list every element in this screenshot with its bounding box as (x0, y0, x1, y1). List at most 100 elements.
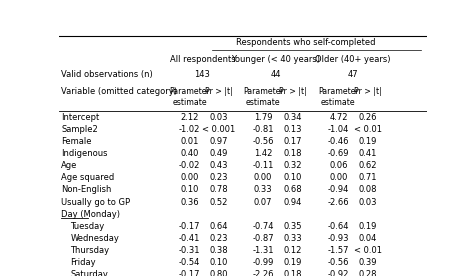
Text: Older (40+ years): Older (40+ years) (315, 55, 391, 64)
Text: 0.97: 0.97 (210, 137, 228, 146)
Text: Non-English: Non-English (61, 185, 111, 195)
Text: 0.12: 0.12 (283, 246, 302, 255)
Text: -1.57: -1.57 (328, 246, 349, 255)
Text: Thursday: Thursday (70, 246, 109, 255)
Text: -0.54: -0.54 (179, 258, 201, 267)
Text: -0.31: -0.31 (179, 246, 201, 255)
Text: 0.13: 0.13 (283, 125, 302, 134)
Text: 0.28: 0.28 (358, 270, 377, 276)
Text: 0.43: 0.43 (210, 161, 228, 170)
Text: Pr > |t|: Pr > |t| (205, 87, 233, 96)
Text: 0.00: 0.00 (181, 173, 199, 182)
Text: Indigenous: Indigenous (61, 149, 108, 158)
Text: 0.33: 0.33 (283, 234, 302, 243)
Text: 0.62: 0.62 (358, 161, 377, 170)
Text: 0.33: 0.33 (254, 185, 273, 195)
Text: 0.17: 0.17 (283, 137, 302, 146)
Text: -0.69: -0.69 (328, 149, 349, 158)
Text: 0.06: 0.06 (329, 161, 348, 170)
Text: 0.10: 0.10 (210, 258, 228, 267)
Text: -0.74: -0.74 (252, 222, 274, 231)
Text: -0.41: -0.41 (179, 234, 201, 243)
Text: All respondents: All respondents (170, 55, 235, 64)
Text: 0.03: 0.03 (210, 113, 228, 122)
Text: 4.72: 4.72 (329, 113, 348, 122)
Text: Variable (omitted category): Variable (omitted category) (61, 87, 177, 96)
Text: -0.81: -0.81 (252, 125, 274, 134)
Text: 0.18: 0.18 (283, 149, 302, 158)
Text: Parameter
estimate: Parameter estimate (318, 87, 359, 107)
Text: Valid observations (n): Valid observations (n) (61, 70, 153, 79)
Text: 0.19: 0.19 (359, 222, 377, 231)
Text: 1.79: 1.79 (254, 113, 273, 122)
Text: Respondents who self-completed: Respondents who self-completed (236, 38, 375, 47)
Text: -0.17: -0.17 (179, 222, 201, 231)
Text: 0.39: 0.39 (358, 258, 377, 267)
Text: -0.56: -0.56 (252, 137, 274, 146)
Text: Pr > |t|: Pr > |t| (279, 87, 306, 96)
Text: 0.00: 0.00 (329, 173, 347, 182)
Text: Saturday: Saturday (70, 270, 108, 276)
Text: -2.66: -2.66 (328, 198, 349, 207)
Text: 0.07: 0.07 (254, 198, 273, 207)
Text: -0.11: -0.11 (253, 161, 274, 170)
Text: 0.78: 0.78 (210, 185, 228, 195)
Text: 0.03: 0.03 (358, 198, 377, 207)
Text: 0.68: 0.68 (283, 185, 302, 195)
Text: Pr > |t|: Pr > |t| (354, 87, 382, 96)
Text: 0.64: 0.64 (210, 222, 228, 231)
Text: 0.26: 0.26 (358, 113, 377, 122)
Text: < 0.001: < 0.001 (202, 125, 236, 134)
Text: 0.32: 0.32 (283, 161, 302, 170)
Text: -2.26: -2.26 (252, 270, 274, 276)
Text: -0.17: -0.17 (179, 270, 201, 276)
Text: 0.01: 0.01 (181, 137, 199, 146)
Text: 0.41: 0.41 (359, 149, 377, 158)
Text: 0.00: 0.00 (254, 173, 273, 182)
Text: 0.71: 0.71 (358, 173, 377, 182)
Text: Wednesday: Wednesday (70, 234, 119, 243)
Text: < 0.01: < 0.01 (354, 125, 382, 134)
Text: -1.31: -1.31 (252, 246, 274, 255)
Text: 0.35: 0.35 (283, 222, 302, 231)
Text: Parameter
estimate: Parameter estimate (169, 87, 210, 107)
Text: 0.38: 0.38 (210, 246, 228, 255)
Text: Friday: Friday (70, 258, 96, 267)
Text: 0.49: 0.49 (210, 149, 228, 158)
Text: -1.04: -1.04 (328, 125, 349, 134)
Text: -0.56: -0.56 (328, 258, 349, 267)
Text: 0.19: 0.19 (359, 137, 377, 146)
Text: 0.23: 0.23 (210, 173, 228, 182)
Text: 143: 143 (195, 70, 210, 79)
Text: -0.46: -0.46 (328, 137, 349, 146)
Text: 0.08: 0.08 (358, 185, 377, 195)
Text: -0.92: -0.92 (328, 270, 349, 276)
Text: -0.99: -0.99 (253, 258, 274, 267)
Text: Parameter
estimate: Parameter estimate (243, 87, 283, 107)
Text: 0.04: 0.04 (359, 234, 377, 243)
Text: -0.02: -0.02 (179, 161, 201, 170)
Text: 0.23: 0.23 (210, 234, 228, 243)
Text: Sample2: Sample2 (61, 125, 98, 134)
Text: 0.36: 0.36 (180, 198, 199, 207)
Text: 1.42: 1.42 (254, 149, 273, 158)
Text: 47: 47 (348, 70, 358, 79)
Text: Age squared: Age squared (61, 173, 114, 182)
Text: 2.12: 2.12 (181, 113, 199, 122)
Text: 44: 44 (271, 70, 281, 79)
Text: 0.18: 0.18 (283, 270, 302, 276)
Text: -0.64: -0.64 (328, 222, 349, 231)
Text: Younger (< 40 years): Younger (< 40 years) (231, 55, 320, 64)
Text: 0.34: 0.34 (283, 113, 302, 122)
Text: Usually go to GP: Usually go to GP (61, 198, 130, 207)
Text: 0.52: 0.52 (210, 198, 228, 207)
Text: -0.93: -0.93 (328, 234, 349, 243)
Text: 0.80: 0.80 (210, 270, 228, 276)
Text: Day (Monday): Day (Monday) (61, 210, 120, 219)
Text: < 0.01: < 0.01 (354, 246, 382, 255)
Text: 0.10: 0.10 (181, 185, 199, 195)
Text: -0.94: -0.94 (328, 185, 349, 195)
Text: Female: Female (61, 137, 91, 146)
Text: 0.40: 0.40 (181, 149, 199, 158)
Text: Age: Age (61, 161, 77, 170)
